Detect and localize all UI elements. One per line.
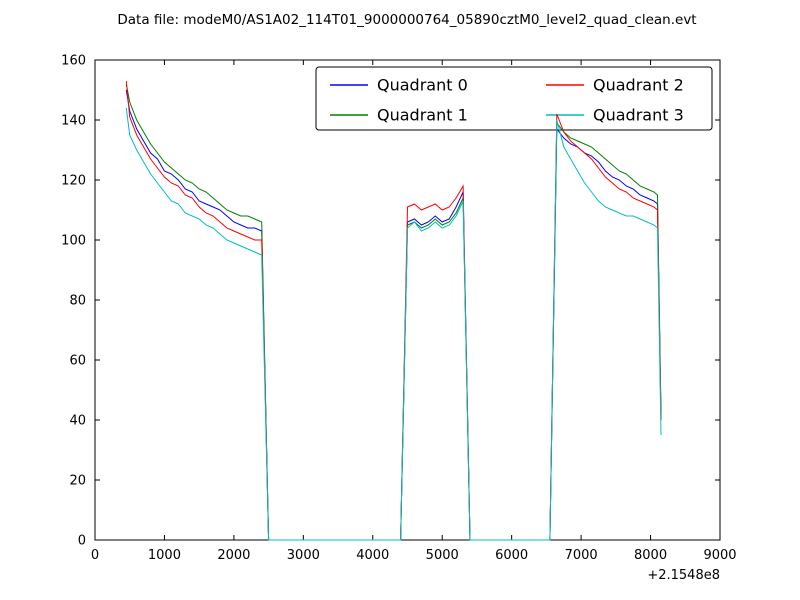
x-offset-label: +2.1548e8 — [647, 568, 720, 583]
y-tick-label: 0 — [78, 534, 86, 549]
x-tick-label: 9000 — [703, 548, 736, 563]
x-tick-label: 5000 — [426, 548, 459, 563]
axes: 0 1000 2000 3000 4000 5000 6000 7000 8000 9000 0 20… — [61, 54, 736, 584]
x-tick-label: 4000 — [356, 548, 389, 563]
y-tick-label: 160 — [61, 54, 86, 69]
x-tick-label: 1000 — [148, 548, 181, 563]
legend-label-0: Quadrant 0 — [377, 76, 468, 95]
series-lines — [125, 80, 662, 541]
x-tick-label: 6000 — [495, 548, 528, 563]
axes-frame — [94, 59, 721, 541]
legend-label-3: Quadrant 3 — [593, 106, 684, 125]
y-tick-label: 100 — [61, 234, 86, 249]
y-tick-label: 20 — [69, 474, 86, 489]
y-tick-label: 140 — [61, 114, 86, 129]
x-tick-label: 3000 — [287, 548, 320, 563]
y-tick-label: 60 — [69, 354, 86, 369]
legend-label-1: Quadrant 1 — [377, 106, 468, 125]
chart-title: Data file: modeM0/AS1A02_114T01_90000007… — [117, 12, 696, 28]
x-tick-label: 8000 — [634, 548, 667, 563]
x-tick-label: 0 — [91, 548, 99, 563]
x-tick-label: 2000 — [217, 548, 250, 563]
legend: Quadrant 0 Quadrant 1 Quadrant 2 Quadrant 3 — [315, 66, 713, 131]
series-line-quadrant-3 — [125, 107, 662, 541]
series-line-quadrant-2 — [125, 80, 662, 541]
series-line-quadrant-0 — [125, 89, 662, 541]
y-tick-label: 120 — [61, 174, 86, 189]
y-tick-label: 40 — [69, 414, 86, 429]
legend-box — [315, 66, 713, 131]
series-line-quadrant-1 — [125, 83, 662, 541]
y-tick-label: 80 — [69, 294, 86, 309]
legend-label-2: Quadrant 2 — [593, 76, 684, 95]
x-tick-label: 7000 — [565, 548, 598, 563]
